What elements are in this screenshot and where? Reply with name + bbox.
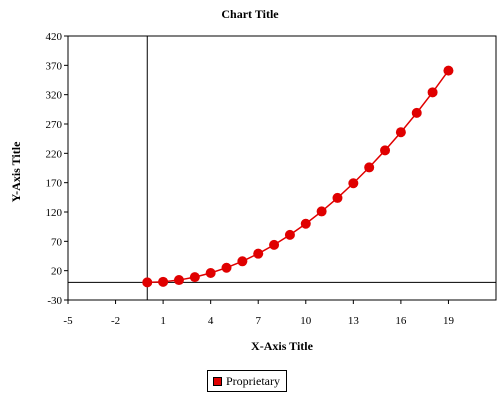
- data-point: [173, 275, 184, 286]
- y-tick-label: 70: [51, 236, 63, 248]
- legend-swatch: [213, 376, 222, 386]
- x-tick-label: -5: [63, 315, 73, 327]
- x-tick-label: 1: [160, 315, 166, 327]
- x-tick-label: 19: [443, 315, 455, 327]
- y-tick-label: 320: [46, 90, 63, 102]
- y-tick-label: 420: [46, 31, 63, 43]
- chart-title: Chart Title: [221, 7, 279, 21]
- data-point: [237, 256, 248, 267]
- legend: Proprietary: [207, 370, 287, 392]
- data-point: [142, 277, 153, 288]
- data-point: [284, 229, 295, 240]
- x-tick-label: 10: [300, 315, 312, 327]
- series-proprietary: [142, 65, 454, 288]
- data-point: [189, 272, 200, 283]
- y-tick-label: 170: [46, 178, 63, 190]
- y-axis: -30 20 70 120 170 220 270 320 370 420: [46, 31, 68, 307]
- data-point: [253, 248, 264, 259]
- x-axis-title: X-Axis Title: [251, 339, 314, 353]
- y-tick-label: 270: [46, 119, 63, 131]
- y-tick-label: 120: [46, 207, 63, 219]
- plot-area: [67, 35, 497, 301]
- y-axis-title: Y-Axis Title: [9, 141, 23, 202]
- data-point: [443, 65, 454, 76]
- series-line: [147, 70, 450, 284]
- x-axis: -5 -2 1 4 7 10 13 16 19: [63, 300, 454, 327]
- data-point: [221, 262, 232, 273]
- x-tick-label: 16: [395, 315, 407, 327]
- y-tick-label: 220: [46, 148, 63, 160]
- data-point: [332, 192, 343, 203]
- x-tick-label: 7: [255, 315, 261, 327]
- y-tick-label: -30: [47, 295, 62, 307]
- data-point: [380, 145, 391, 156]
- data-point: [427, 87, 438, 98]
- y-tick-label: 370: [46, 60, 63, 72]
- data-point: [411, 107, 422, 118]
- legend-label: Proprietary: [226, 373, 280, 388]
- data-point: [395, 127, 406, 138]
- y-tick-label: 20: [51, 266, 63, 278]
- x-tick-label: 4: [208, 315, 214, 327]
- data-point: [269, 239, 280, 250]
- x-tick-label: 13: [348, 315, 360, 327]
- x-tick-label: -2: [111, 315, 120, 327]
- data-point: [348, 178, 359, 189]
- data-point: [158, 276, 169, 287]
- data-point: [364, 162, 375, 173]
- data-point: [205, 268, 216, 279]
- data-point: [300, 218, 311, 229]
- data-point: [316, 206, 327, 217]
